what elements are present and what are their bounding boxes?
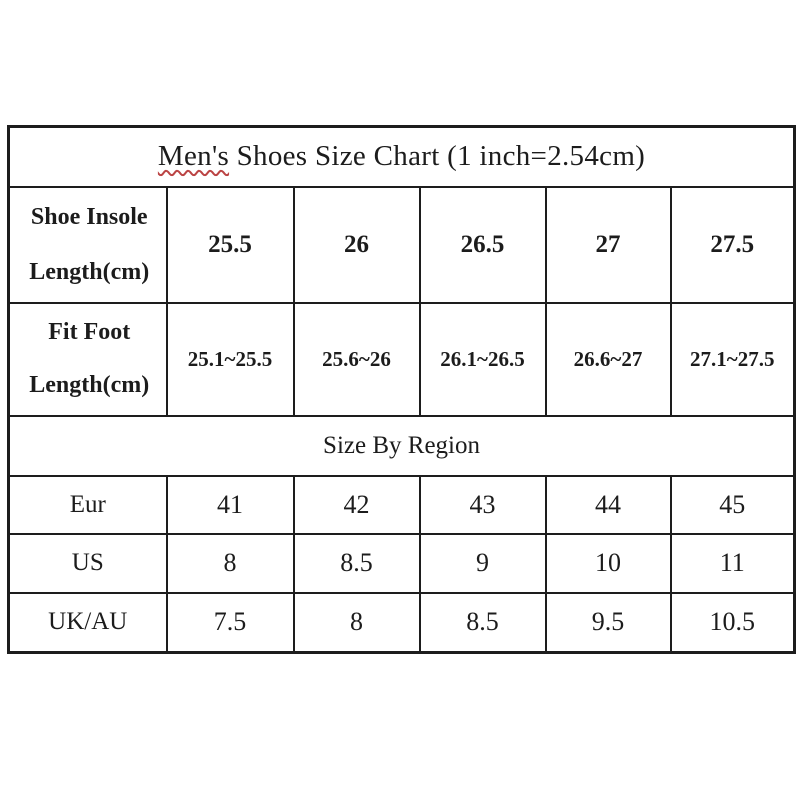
insole-row-label-cell: Shoe Insole Length(cm) xyxy=(7,185,168,304)
fit-foot-value: 27.1~27.5 xyxy=(669,301,796,417)
fit-foot-label-line2: Length(cm) xyxy=(29,372,150,399)
ukau-size-value: 8.5 xyxy=(418,591,547,654)
insole-length-row: Shoe Insole Length(cm) 25.5 26 26.5 27 2… xyxy=(7,185,796,304)
ukau-size-value: 8 xyxy=(292,591,421,654)
eur-row-label: Eur xyxy=(7,474,168,535)
title-rest: Shoes Size Chart (1 inch=2.54cm) xyxy=(229,140,646,173)
us-size-value: 9 xyxy=(418,532,547,594)
insole-value: 27 xyxy=(544,185,672,304)
insole-label-line2: Length(cm) xyxy=(29,258,150,285)
us-size-value: 11 xyxy=(669,532,796,594)
fit-foot-length-row: Fit Foot Length(cm) 25.1~25.5 25.6~26 26… xyxy=(7,301,796,417)
insole-value: 27.5 xyxy=(669,185,796,304)
us-row-label: US xyxy=(7,532,168,594)
us-size-value: 10 xyxy=(544,532,672,594)
fit-foot-row-label: Fit Foot Length(cm) xyxy=(11,306,165,413)
title-row: Men's Shoes Size Chart (1 inch=2.54cm) xyxy=(7,125,796,188)
fit-foot-value: 26.1~26.5 xyxy=(418,301,547,417)
ukau-size-value: 10.5 xyxy=(669,591,796,654)
ukau-size-value: 9.5 xyxy=(544,591,672,654)
ukau-row-label: UK/AU xyxy=(7,591,168,654)
eur-size-value: 45 xyxy=(669,474,796,535)
insole-value: 25.5 xyxy=(165,185,295,304)
insole-value: 26 xyxy=(292,185,421,304)
ukau-size-row: UK/AU 7.5 8 8.5 9.5 10.5 xyxy=(7,591,796,654)
us-size-value: 8.5 xyxy=(292,532,421,594)
fit-foot-row-label-cell: Fit Foot Length(cm) xyxy=(7,301,168,417)
section-header: Size By Region xyxy=(7,414,796,477)
fit-foot-value: 25.1~25.5 xyxy=(165,301,295,417)
insole-row-label: Shoe Insole Length(cm) xyxy=(11,190,165,300)
ukau-size-value: 7.5 xyxy=(165,591,295,654)
eur-size-row: Eur 41 42 43 44 45 xyxy=(7,474,796,535)
fit-foot-value: 26.6~27 xyxy=(544,301,672,417)
us-size-row: US 8 8.5 9 10 11 xyxy=(7,532,796,594)
shoe-size-chart-table: Men's Shoes Size Chart (1 inch=2.54cm) S… xyxy=(7,125,797,654)
insole-label-line1: Shoe Insole xyxy=(30,203,148,230)
section-header-row: Size By Region xyxy=(7,414,796,477)
eur-size-value: 44 xyxy=(544,474,672,535)
us-size-value: 8 xyxy=(165,532,295,594)
eur-size-value: 43 xyxy=(418,474,547,535)
eur-size-value: 41 xyxy=(165,474,295,535)
eur-size-value: 42 xyxy=(292,474,421,535)
title-word-spellcheck: Men's xyxy=(157,140,230,173)
fit-foot-value: 25.6~26 xyxy=(292,301,421,417)
fit-foot-label-line1: Fit Foot xyxy=(48,318,131,345)
insole-value: 26.5 xyxy=(418,185,547,304)
table-title: Men's Shoes Size Chart (1 inch=2.54cm) xyxy=(7,125,796,188)
